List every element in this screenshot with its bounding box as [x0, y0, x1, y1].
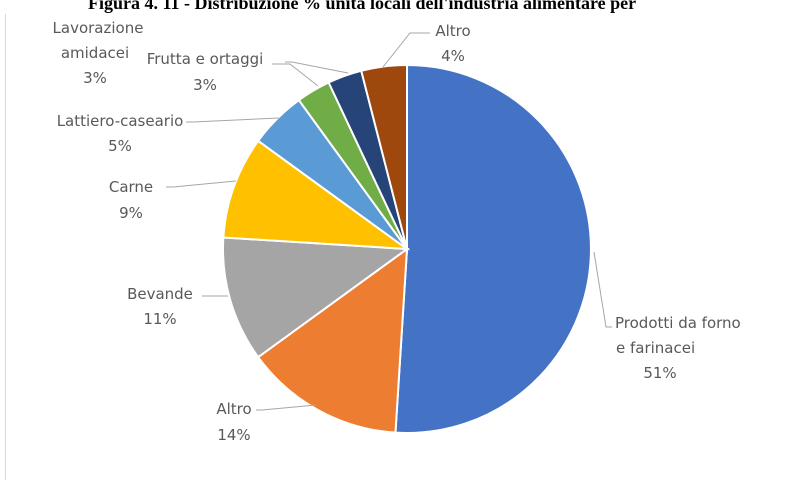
pie-slice-4	[222, 139, 411, 251]
slice-label-1-line-1: Prodotti da forno	[615, 314, 741, 332]
slice-value-label-6: 3%	[193, 76, 217, 94]
slice-label-8: Altro	[435, 22, 470, 40]
slice-value-label-3: 11%	[143, 310, 176, 328]
slice-label-4: Carne	[109, 178, 153, 196]
slice-label-5: Lattiero-caseario	[57, 112, 184, 130]
slice-label-3: Bevande	[127, 285, 193, 303]
slice-value-label-1: 51%	[643, 364, 676, 382]
slice-label-6: Frutta e ortaggi	[147, 50, 264, 68]
slice-value-label-2: 14%	[217, 426, 250, 444]
pie-slice-2	[256, 246, 409, 434]
chart-frame	[5, 14, 801, 480]
slice-value-label-5: 5%	[108, 137, 132, 155]
leader-line-4	[166, 180, 237, 188]
leader-line-2	[256, 404, 317, 411]
slice-value-label-8: 4%	[441, 47, 465, 65]
leader-line-8	[382, 32, 430, 68]
slice-labels: Prodotti da forno e farinacei 51% Altro 14% B…	[53, 19, 741, 444]
leader-line-7	[285, 61, 349, 74]
slice-label-2: Altro	[216, 400, 251, 418]
slice-label-7-line-2: amidacei	[61, 44, 129, 62]
pie-slices	[222, 63, 592, 434]
slice-label-7-line-1: Lavorazione	[53, 19, 144, 37]
pie-slice-3	[222, 236, 410, 359]
leader-line-1	[593, 251, 612, 328]
slice-label-1-line-2: e farinacei	[616, 339, 695, 357]
chart-title: Figura 4. 11 - Distribuzione % unità loc…	[88, 0, 637, 13]
slice-value-label-4: 9%	[119, 204, 143, 222]
leader-lines	[166, 32, 612, 411]
leader-line-6	[272, 63, 319, 87]
slice-value-label-7: 3%	[83, 69, 107, 87]
leader-line-5	[186, 117, 280, 123]
pie-slice-1	[394, 63, 592, 434]
